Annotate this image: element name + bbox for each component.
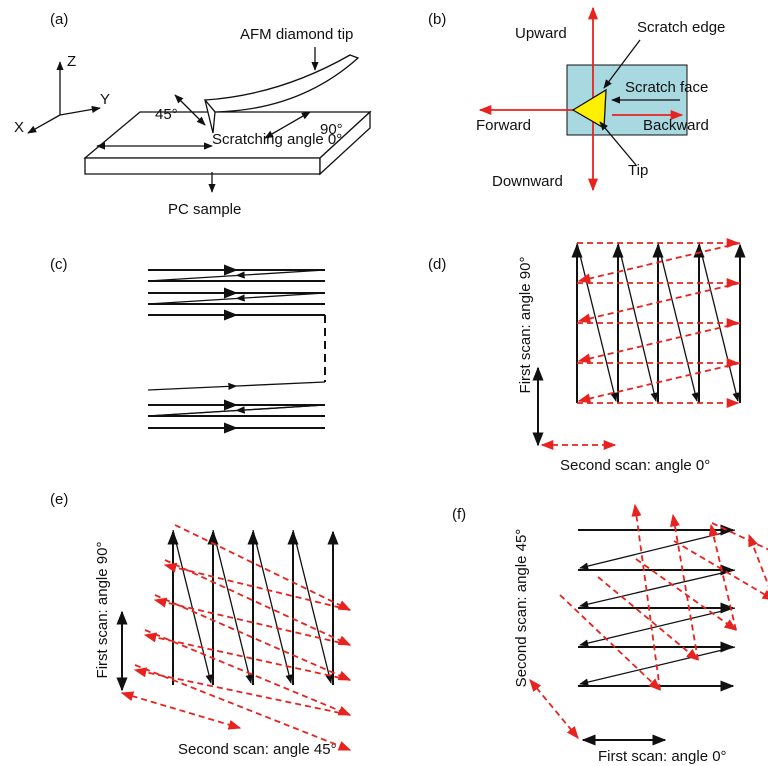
label: 45°: [155, 106, 178, 123]
red-scan-path: [163, 562, 351, 611]
panel-e: (e) First scan: angle 90° Second scan: a…: [50, 491, 352, 758]
panel-label: (f): [452, 506, 466, 523]
red-scan-path: [577, 242, 741, 284]
label: Scratching angle 0°: [212, 131, 342, 148]
label: PC sample: [168, 201, 241, 218]
label: Upward: [515, 25, 567, 42]
label: Downward: [492, 173, 563, 190]
red-scan-path: [748, 533, 768, 587]
red-scan-path: [164, 559, 352, 646]
panel-f: (f) Second scan: angle 45° First scan: a…: [452, 503, 768, 765]
label: AFM diamond tip: [240, 26, 353, 43]
black-scan-path: [147, 382, 238, 391]
panel-b: (b) Upward Scratch edge Scratch face For…: [428, 6, 725, 192]
label: Forward: [476, 117, 531, 134]
black-scan-path: [212, 529, 253, 684]
red-scan-path: [708, 523, 737, 631]
panel-label: (c): [50, 256, 68, 273]
red-scan-path: [134, 664, 352, 751]
label: Tip: [628, 162, 648, 179]
label: First scan: angle 90°: [517, 257, 534, 394]
label: Second scan: angle 45°: [513, 529, 530, 688]
black-scan-path: [172, 529, 213, 684]
panel-a: (a) Z Y X AFM diamond tip 45° 90° Scratc…: [14, 11, 372, 218]
panel-label: (a): [50, 11, 68, 28]
black-scan-path: [235, 292, 326, 302]
red-scan-path: [174, 524, 352, 611]
black-scan-path: [579, 569, 736, 608]
label: Scratch face: [625, 79, 708, 96]
axis-label: Z: [67, 53, 76, 70]
black-scan-path: [292, 529, 333, 684]
axis-label: X: [14, 119, 24, 136]
label: Second scan: angle 45°: [178, 741, 337, 758]
red-scan-path: [154, 594, 352, 681]
panel-label: (d): [428, 256, 446, 273]
red-scan-path: [635, 558, 738, 631]
red-scan-path: [143, 632, 351, 681]
red-scan-path: [153, 597, 351, 646]
red-scan-path: [559, 594, 661, 691]
black-scan-path: [235, 404, 326, 414]
label: Scratch edge: [637, 19, 725, 36]
red-scan-path: [669, 513, 699, 661]
red-scan-path: [631, 503, 661, 691]
black-scan-path: [236, 381, 326, 387]
black-scan-path: [617, 242, 658, 402]
panel-c: (c): [50, 256, 326, 434]
label: Second scan: angle 0°: [560, 457, 710, 474]
black-scan-path: [235, 269, 326, 279]
black-scan-path: [252, 529, 293, 684]
red-scan-path: [597, 576, 699, 661]
red-scan-path: [577, 282, 741, 324]
panel-d: (d) First scan: angle 90° Second scan: a…: [428, 237, 746, 474]
red-scan-path: [577, 362, 741, 404]
label: First scan: angle 0°: [598, 748, 727, 765]
label: First scan: angle 90°: [94, 542, 111, 679]
label: Backward: [643, 117, 709, 134]
red-scan-path: [577, 322, 741, 364]
panel-label: (e): [50, 491, 68, 508]
red-scan-path: [711, 522, 768, 551]
black-scan-path: [576, 242, 618, 402]
axis-label: Y: [100, 91, 110, 108]
red-scan-path: [144, 629, 352, 716]
label: 90°: [320, 121, 343, 138]
black-scan-path: [698, 242, 740, 402]
red-scan-path: [133, 667, 351, 716]
panel-label: (b): [428, 11, 446, 28]
